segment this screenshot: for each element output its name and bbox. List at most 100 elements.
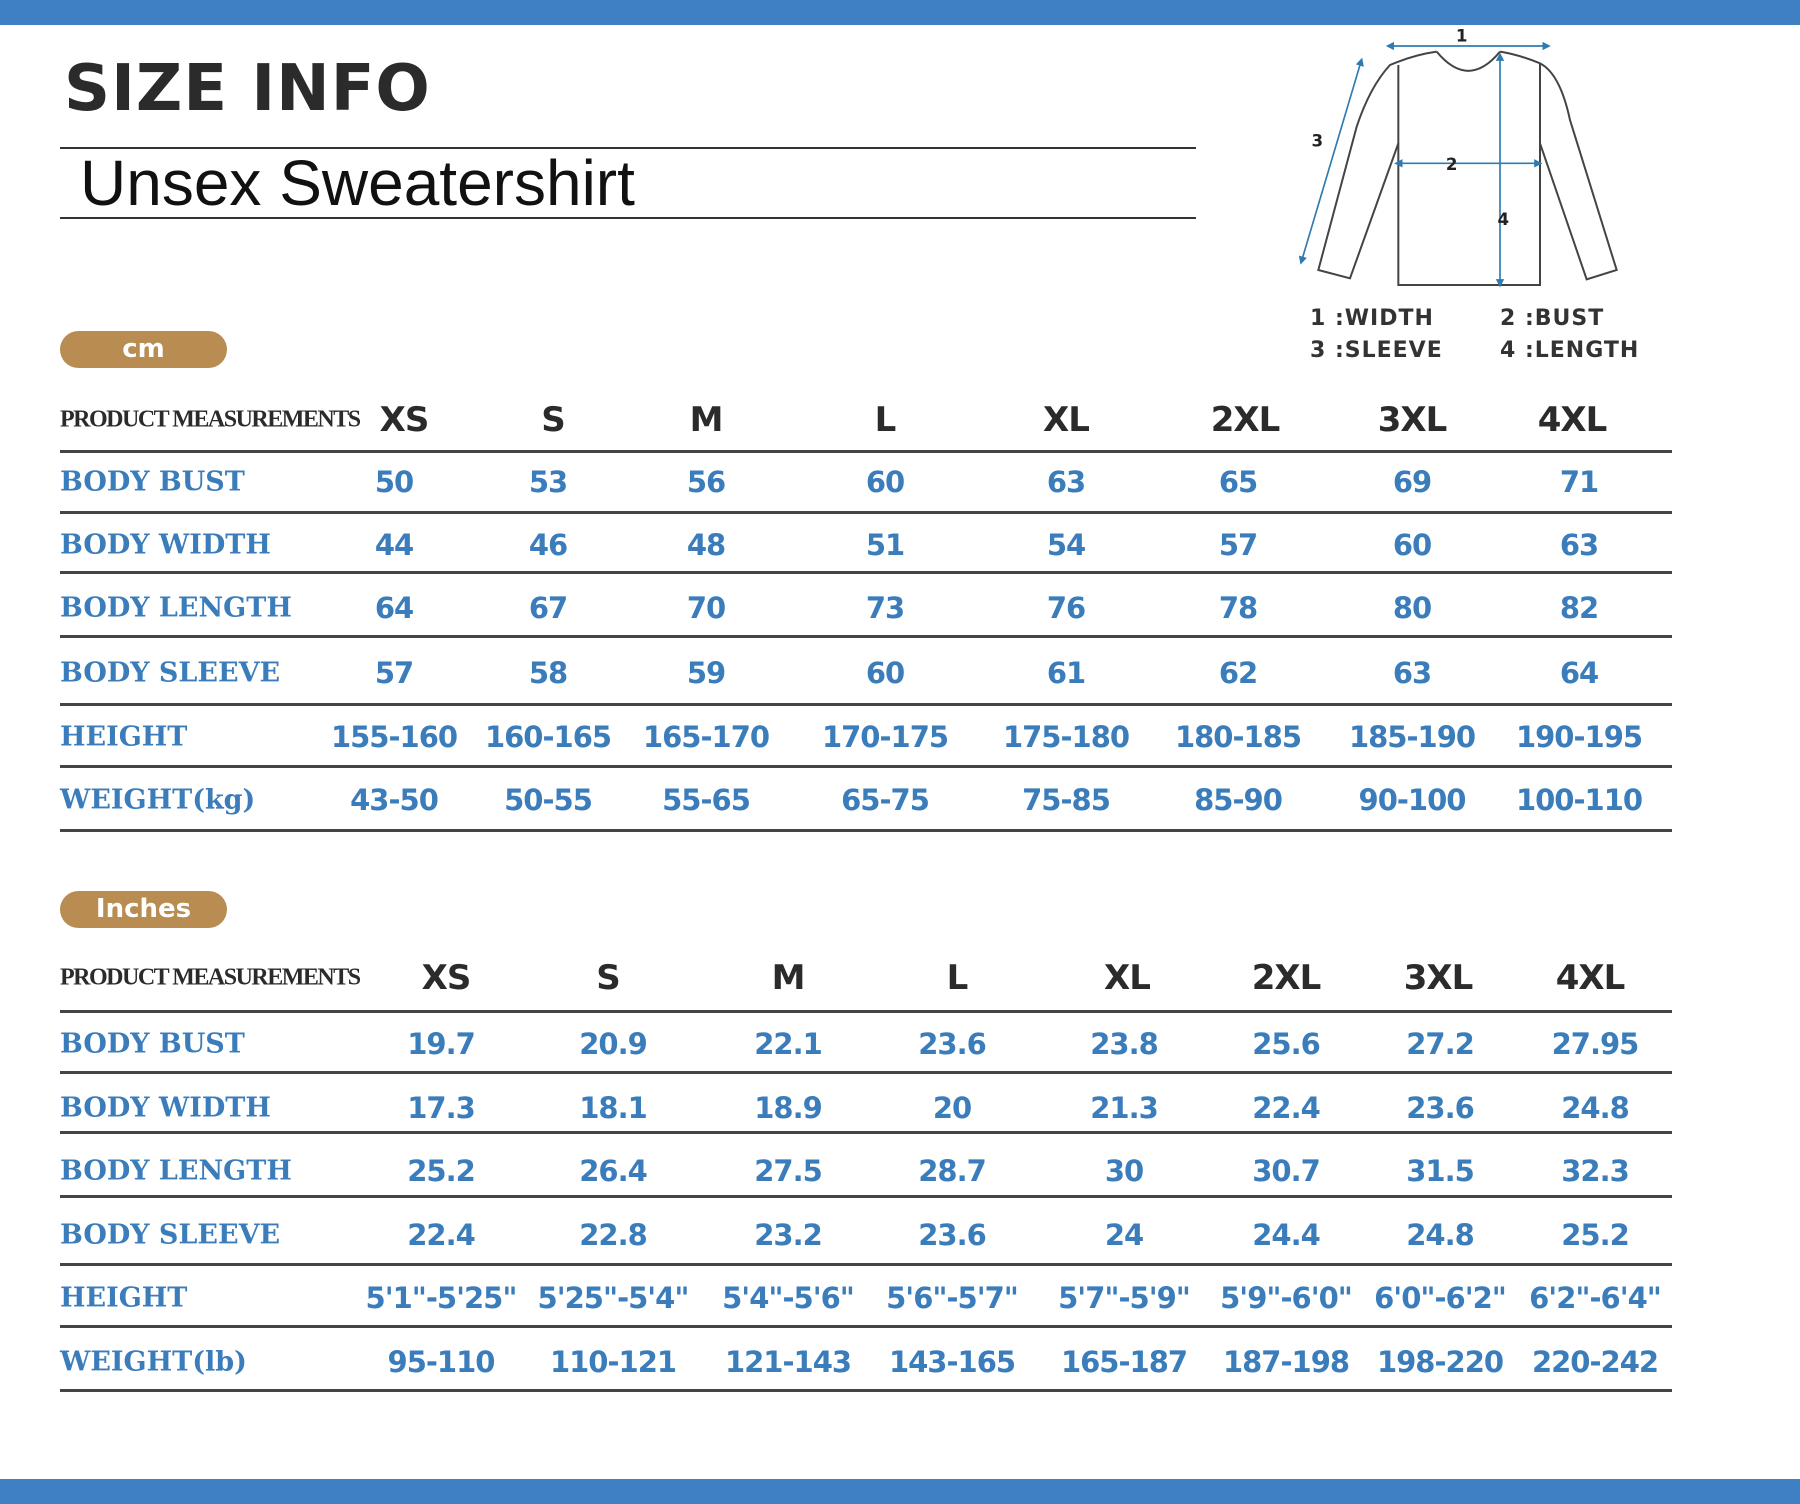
row-label: BODY WIDTH: [60, 1092, 271, 1124]
size-header: M: [771, 958, 806, 998]
table-cell: 175-180: [1002, 720, 1130, 754]
table-cell: 27.2: [1406, 1027, 1475, 1061]
table-cell: 155-160: [330, 720, 458, 754]
size-header: XL: [1104, 958, 1151, 998]
table-cell: 160-165: [484, 720, 612, 754]
legend-bust: 2 :BUST: [1500, 306, 1605, 331]
table-cell: 165-187: [1060, 1345, 1188, 1379]
table-cell: 30.7: [1252, 1154, 1321, 1188]
table-cell: 30: [1104, 1154, 1144, 1188]
row-label: HEIGHT: [60, 1282, 188, 1314]
table-cell: 23.6: [918, 1027, 987, 1061]
table-cell: 17.3: [407, 1091, 476, 1125]
size-header: S: [541, 400, 565, 440]
size-header: 2XL: [1210, 400, 1281, 440]
row-divider: [60, 571, 1672, 574]
unit-badge-cm: cm: [60, 331, 227, 368]
legend-sleeve: 3 :SLEEVE: [1310, 338, 1443, 363]
table-cell: 46: [528, 528, 568, 562]
row-divider: [60, 829, 1672, 832]
table-cell: 187-198: [1222, 1345, 1350, 1379]
table-cell: 60: [1392, 528, 1432, 562]
top-accent-bar: [0, 0, 1800, 25]
table-cell: 25.6: [1252, 1027, 1321, 1061]
table-cell: 121-143: [724, 1345, 852, 1379]
table-cell: 69: [1392, 465, 1432, 499]
row-divider: [60, 1010, 1672, 1013]
row-label: HEIGHT: [60, 721, 188, 753]
legend-length: 4 :LENGTH: [1500, 338, 1640, 363]
page-title: SIZE INFO: [64, 52, 431, 126]
table-cell: 62: [1218, 656, 1258, 690]
row-divider: [60, 1195, 1672, 1198]
table-cell: 19.7: [407, 1027, 476, 1061]
table-cell: 50-55: [504, 783, 593, 817]
row-label: BODY WIDTH: [60, 529, 271, 561]
table-cell: 100-110: [1515, 783, 1643, 817]
table-cell: 23.6: [918, 1218, 987, 1252]
table-cell: 61: [1046, 656, 1086, 690]
table-cell: 63: [1046, 465, 1086, 499]
table-cell: 170-175: [821, 720, 949, 754]
table-cell: 82: [1559, 591, 1599, 625]
product-measurements-header: PRODUCT MEASUREMENTS: [60, 406, 361, 433]
table-cell: 21.3: [1090, 1091, 1159, 1125]
product-subtitle: Unsex Sweatershirt: [80, 147, 635, 219]
table-cell: 198-220: [1376, 1345, 1504, 1379]
table-cell: 23.8: [1090, 1027, 1159, 1061]
table-cell: 5'6"-5'7": [886, 1281, 1019, 1315]
table-cell: 64: [1559, 656, 1599, 690]
table-cell: 26.4: [579, 1154, 648, 1188]
table-cell: 27.5: [754, 1154, 823, 1188]
table-cell: 25.2: [407, 1154, 476, 1188]
table-cell: 22.4: [407, 1218, 476, 1252]
table-cell: 80: [1392, 591, 1432, 625]
table-cell: 55-65: [662, 783, 751, 817]
row-label: BODY SLEEVE: [60, 657, 281, 689]
table-cell: 73: [865, 591, 905, 625]
table-cell: 28.7: [918, 1154, 987, 1188]
table-cell: 24.8: [1406, 1218, 1475, 1252]
table-cell: 56: [686, 465, 726, 499]
shirt-outline: [1317, 50, 1618, 286]
table-cell: 24: [1104, 1218, 1144, 1252]
table-cell: 48: [686, 528, 726, 562]
row-label: BODY LENGTH: [60, 1155, 292, 1187]
table-cell: 6'0"-6'2": [1374, 1281, 1507, 1315]
row-divider: [60, 1071, 1672, 1074]
table-cell: 32.3: [1561, 1154, 1630, 1188]
table-cell: 63: [1559, 528, 1599, 562]
legend-width: 1 :WIDTH: [1310, 306, 1434, 331]
table-cell: 110-121: [549, 1345, 677, 1379]
table-cell: 220-242: [1531, 1345, 1659, 1379]
table-cell: 90-100: [1358, 783, 1467, 817]
row-divider: [60, 1263, 1672, 1266]
table-cell: 44: [374, 528, 414, 562]
table-cell: 180-185: [1174, 720, 1302, 754]
row-divider: [60, 1325, 1672, 1328]
divider: [60, 217, 1196, 219]
row-divider: [60, 635, 1672, 638]
table-cell: 20: [932, 1091, 972, 1125]
table-cell: 190-195: [1515, 720, 1643, 754]
table-cell: 31.5: [1406, 1154, 1475, 1188]
table-cell: 65-75: [841, 783, 930, 817]
size-header: S: [596, 958, 620, 998]
row-label: BODY SLEEVE: [60, 1219, 281, 1251]
table-cell: 5'4"-5'6": [722, 1281, 855, 1315]
table-cell: 23.2: [754, 1218, 823, 1252]
size-header: L: [874, 400, 897, 440]
row-label: BODY BUST: [60, 1028, 245, 1060]
diagram-label-2: 2: [1446, 155, 1458, 174]
table-cell: 57: [1218, 528, 1258, 562]
table-cell: 64: [374, 591, 414, 625]
table-cell: 60: [865, 465, 905, 499]
table-cell: 57: [374, 656, 414, 690]
row-divider: [60, 1131, 1672, 1134]
table-cell: 59: [686, 656, 726, 690]
size-header: 4XL: [1555, 958, 1626, 998]
table-cell: 185-190: [1348, 720, 1476, 754]
table-cell: 76: [1046, 591, 1086, 625]
size-header: XS: [421, 958, 472, 998]
table-cell: 143-165: [888, 1345, 1016, 1379]
